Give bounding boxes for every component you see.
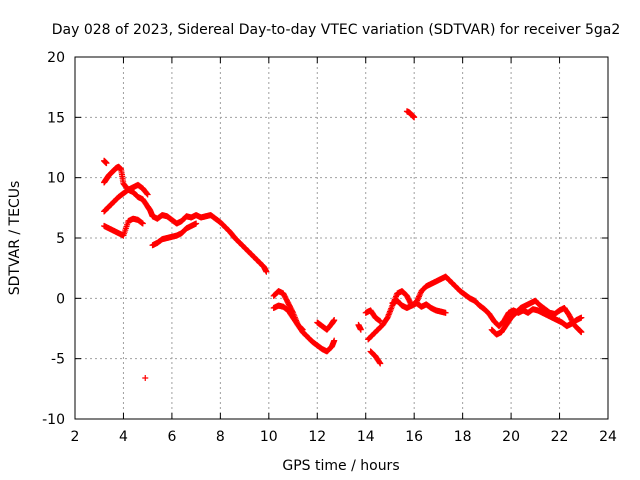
data-point (442, 309, 449, 316)
data-point (377, 318, 384, 325)
data-point (357, 326, 364, 333)
x-tick-label: 2 (71, 429, 80, 445)
x-tick-label: 12 (308, 429, 326, 445)
y-tick-label: -5 (51, 352, 65, 368)
data-point (411, 114, 418, 121)
x-tick-label: 10 (260, 429, 278, 445)
data-point (416, 293, 423, 300)
x-tick-label: 20 (502, 429, 520, 445)
data-point (578, 329, 585, 336)
x-tick-label: 24 (599, 429, 617, 445)
y-tick-label: 0 (56, 291, 65, 307)
data-point (578, 314, 585, 321)
y-tick-label: 5 (56, 231, 65, 247)
x-tick-label: 18 (454, 429, 472, 445)
x-tick-label: 8 (216, 429, 225, 445)
chart-title: Day 028 of 2023, Sidereal Day-to-day VTE… (52, 22, 621, 38)
plot-frame (74, 56, 609, 420)
y-tick-label: -10 (42, 412, 65, 428)
data-point (416, 292, 423, 299)
data-point (299, 326, 306, 333)
data-point (298, 325, 305, 332)
y-tick-label: 15 (47, 110, 65, 126)
data-point (144, 190, 151, 197)
y-axis-label: SDTVAR / TECUs (7, 181, 23, 296)
data-point (142, 374, 149, 381)
data-point (377, 360, 384, 367)
x-tick-label: 6 (167, 429, 176, 445)
data-point (263, 268, 270, 275)
data-point (299, 326, 306, 333)
data-point (331, 337, 338, 344)
y-tick-label: 10 (47, 171, 65, 187)
data-point (415, 294, 422, 301)
data-point (144, 191, 151, 198)
data-points (101, 108, 585, 381)
x-tick-label: 22 (551, 429, 569, 445)
data-point (376, 359, 383, 366)
x-tick-label: 4 (119, 429, 128, 445)
x-axis-label: GPS time / hours (282, 458, 399, 474)
data-point (193, 220, 200, 227)
y-tick-label: 20 (47, 50, 65, 66)
grid-lines (75, 57, 608, 419)
x-tick-label: 16 (405, 429, 423, 445)
data-point (103, 160, 110, 167)
data-point (139, 220, 146, 227)
data-point (417, 290, 424, 297)
x-tick-label: 14 (357, 429, 375, 445)
data-point (331, 317, 338, 324)
